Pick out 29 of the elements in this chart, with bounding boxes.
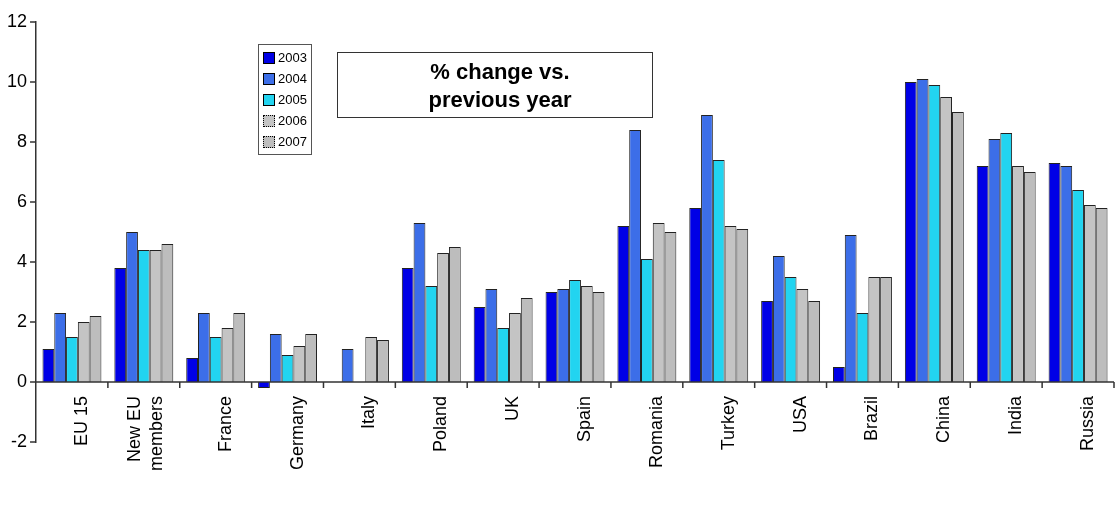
legend-label: 2005 — [278, 92, 307, 107]
x-tick-label: France — [214, 396, 235, 453]
y-tick-label: 6 — [17, 190, 28, 211]
x-tick-label: Turkey — [717, 396, 738, 451]
x-tick-label: UK — [502, 396, 523, 422]
x-tick-label: China — [933, 395, 954, 444]
x-tick-label: Germany — [286, 396, 307, 471]
y-tick-label: 4 — [17, 250, 28, 271]
y-tick-label: -2 — [11, 430, 28, 451]
x-tick-label: Russia — [1077, 395, 1098, 452]
y-tick-label: 10 — [6, 70, 28, 91]
x-tick-label: Italy — [358, 396, 379, 430]
legend-label: 2003 — [278, 50, 307, 65]
y-tick-label: 2 — [17, 310, 28, 331]
x-tick-label: Spain — [573, 396, 594, 443]
x-tick-label: Romania — [645, 395, 666, 469]
x-tick-label: Poland — [430, 396, 451, 453]
x-tick-label: EU 15 — [70, 396, 91, 447]
y-tick-label: 8 — [17, 130, 28, 151]
legend-label: 2007 — [278, 134, 307, 149]
x-tick-label: New EU members — [123, 396, 166, 472]
y-tick-label: 12 — [6, 10, 28, 31]
x-tick-label: Brazil — [861, 396, 882, 442]
text: % change vs. previous year — [427, 58, 573, 114]
legend-label: 2006 — [278, 113, 307, 128]
y-tick-label: 0 — [17, 370, 28, 391]
x-tick-label: USA — [789, 396, 810, 434]
legend-label: 2004 — [278, 71, 307, 86]
x-tick-label: India — [1005, 395, 1026, 436]
